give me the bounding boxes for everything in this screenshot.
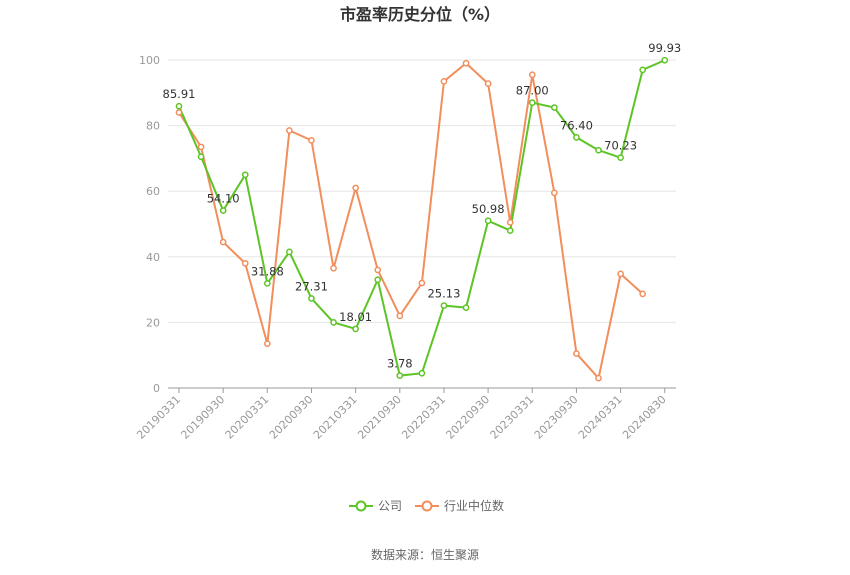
data-point: [330, 264, 337, 272]
y-tick-label: 40: [146, 251, 160, 264]
source-note: 数据来源：恒生聚源: [371, 547, 479, 562]
data-point: [418, 369, 426, 377]
data-label: 3.78: [387, 357, 413, 371]
data-label: 27.31: [295, 279, 328, 293]
legend-swatch-marker: [421, 500, 433, 512]
data-point: [462, 59, 470, 67]
data-point: [639, 290, 647, 298]
legend-label: 行业中位数: [444, 498, 504, 513]
series-line-0: [178, 59, 666, 377]
data-point: [661, 56, 669, 64]
x-tick-label: 20240331: [576, 393, 625, 442]
legend-swatch-marker: [355, 500, 367, 512]
data-point: [352, 184, 359, 192]
data-label: 99.93: [648, 41, 681, 55]
data-point: [440, 77, 448, 85]
data-point: [418, 279, 426, 287]
data-point: [197, 153, 205, 161]
x-tick-label: 20210331: [311, 393, 360, 442]
data-label: 76.40: [560, 118, 593, 132]
data-point: [308, 137, 315, 144]
data-point: [551, 104, 558, 111]
data-point: [440, 302, 448, 309]
data-point: [484, 217, 492, 225]
x-axis: 2019033120190930202003312020093020210331…: [134, 387, 676, 442]
data-point: [573, 350, 580, 357]
data-point: [506, 227, 514, 234]
x-tick-label: 20200930: [267, 393, 316, 442]
x-tick-label: 20240830: [620, 393, 669, 442]
data-point: [286, 248, 293, 256]
x-tick-label: 20190930: [178, 393, 227, 442]
x-tick-label: 20230331: [488, 393, 537, 442]
y-tick-label: 20: [146, 316, 160, 329]
data-label: 31.88: [251, 264, 284, 278]
data-point: [595, 146, 602, 154]
legend-item-0[interactable]: 公司: [349, 499, 402, 513]
data-point: [528, 99, 536, 106]
x-tick-label: 20190331: [134, 393, 183, 442]
data-point: [175, 102, 183, 110]
data-point: [263, 280, 271, 287]
y-axis: 0 20 40 60 80 100: [139, 54, 160, 395]
data-point: [639, 66, 647, 74]
x-tick-label: 20220930: [443, 393, 492, 442]
series-lines: [178, 59, 666, 380]
data-label: 70.23: [604, 139, 637, 153]
data-point: [484, 80, 492, 87]
data-point: [528, 71, 536, 79]
data-point: [330, 319, 337, 326]
data-point: [219, 238, 227, 246]
data-point: [617, 154, 624, 161]
data-label: 25.13: [427, 287, 460, 301]
y-tick-label: 60: [146, 185, 160, 198]
data-point: [396, 372, 404, 379]
data-point: [506, 219, 514, 226]
x-tick-label: 20230930: [532, 393, 581, 442]
data-point: [551, 189, 558, 197]
data-label: 18.01: [339, 310, 372, 324]
x-tick-label: 20210930: [355, 393, 404, 442]
data-point: [352, 325, 359, 333]
data-point: [263, 340, 271, 348]
data-point: [286, 127, 293, 134]
y-tick-label: 100: [139, 54, 160, 67]
data-label: 50.98: [472, 202, 505, 216]
data-point: [175, 109, 183, 116]
data-point: [219, 207, 227, 214]
legend-label: 公司: [378, 499, 402, 513]
data-label: 85.91: [163, 87, 196, 101]
data-label: 54.10: [207, 192, 240, 206]
data-point: [396, 312, 404, 320]
data-label: 87.00: [516, 84, 549, 98]
legend-item-1[interactable]: 行业中位数: [415, 498, 504, 513]
data-point: [462, 304, 470, 311]
data-point: [573, 134, 580, 141]
grid-lines: [168, 59, 676, 323]
data-point: [308, 295, 315, 302]
series-line-1: [178, 62, 644, 380]
data-point: [595, 374, 602, 382]
y-tick-label: 0: [153, 382, 160, 395]
x-tick-label: 20200331: [223, 393, 272, 442]
data-point: [197, 143, 205, 151]
data-point: [241, 260, 249, 267]
data-point: [374, 276, 382, 284]
legend[interactable]: 公司 行业中位数: [349, 498, 504, 513]
data-point: [241, 171, 249, 179]
data-point: [374, 266, 382, 274]
x-tick-label: 20220331: [399, 393, 448, 442]
chart-title: 市盈率历史分位（%）: [340, 5, 500, 24]
y-tick-label: 80: [146, 120, 160, 133]
data-labels: 85.91 54.10 31.88 27.31 18.01 3.78 25.13 50.98 8…: [163, 41, 682, 370]
series-points: [175, 56, 669, 382]
data-point: [617, 270, 624, 278]
